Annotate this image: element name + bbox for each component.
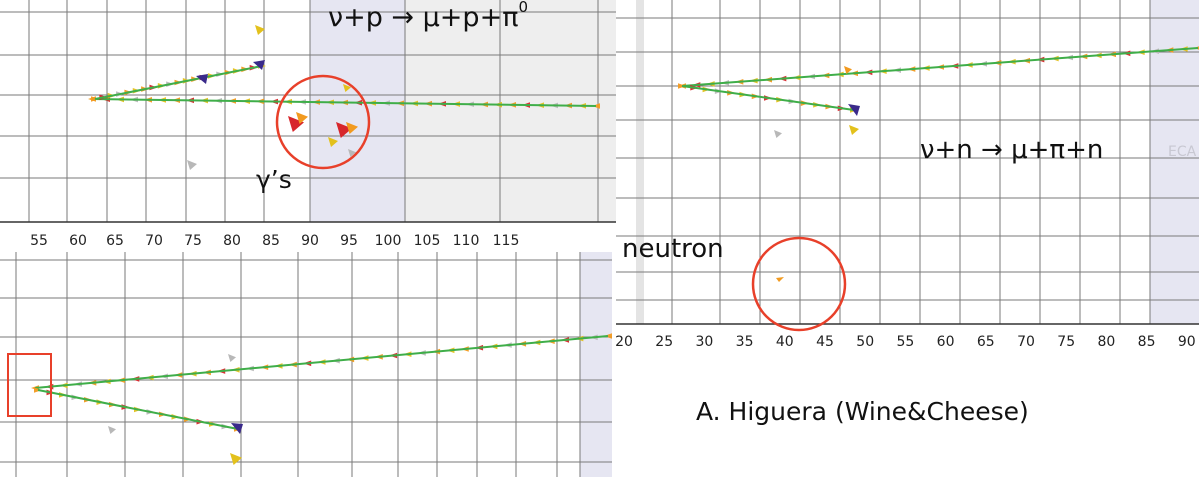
- gamma-hit: [288, 116, 304, 132]
- shaded-region: [1150, 0, 1199, 324]
- detector-hit: [844, 66, 852, 74]
- neutron-label: neutron: [622, 234, 724, 264]
- detector-hit: [253, 60, 265, 70]
- x-tick-label: 45: [816, 334, 834, 350]
- x-tick-label: 20: [616, 334, 633, 350]
- x-tick-label: 55: [896, 334, 914, 350]
- event-display-right: 20 25 30 35 40 45 50 55 60 65 70 75 80 85 90 ECA: [616, 0, 1199, 356]
- detector-hit: [230, 453, 242, 465]
- detector-hit: [849, 125, 859, 135]
- x-tick-label: 115: [493, 233, 520, 249]
- x-tick-label: 90: [301, 233, 319, 249]
- x-tick-label: 105: [414, 233, 441, 249]
- event-display-right-canvas: 20 25 30 35 40 45 50 55 60 65 70 75 80 85 90 ECA: [616, 0, 1199, 350]
- x-tick-label: 60: [69, 233, 87, 249]
- x-tick-label: 70: [1017, 334, 1035, 350]
- x-tick-label: 95: [340, 233, 358, 249]
- detector-hit: [848, 104, 860, 116]
- x-tick-label: 55: [30, 233, 48, 249]
- x-tick-label: 60: [937, 334, 955, 350]
- x-tick-label: 40: [776, 334, 794, 350]
- detector-hit: [348, 149, 356, 157]
- x-tick-label: 100: [375, 233, 402, 249]
- reconstructed-track: [37, 389, 239, 430]
- detector-hit: [108, 426, 116, 434]
- shaded-region: [580, 252, 612, 477]
- reconstructed-track: [34, 335, 609, 389]
- x-tick-label: 70: [145, 233, 163, 249]
- x-tick-label: 110: [453, 233, 480, 249]
- x-tick-label: 80: [223, 233, 241, 249]
- detector-hit: [187, 160, 197, 170]
- detector-hit: [255, 25, 265, 35]
- neutron-highlight-circle: [751, 236, 847, 332]
- reaction-label-right: ν+n → μ+π+n: [920, 135, 1104, 165]
- x-tick-label: 85: [262, 233, 280, 249]
- detector-hit: [231, 423, 243, 434]
- x-tick-label: 65: [977, 334, 995, 350]
- x-tick-label: 80: [1097, 334, 1115, 350]
- gamma-highlight-circle: [275, 74, 371, 170]
- shaded-region: [405, 0, 616, 222]
- x-tick-label: 30: [695, 334, 713, 350]
- x-tick-label: 75: [1057, 334, 1075, 350]
- x-tick-label: 90: [1178, 334, 1196, 350]
- x-tick-label: 35: [736, 334, 754, 350]
- x-tick-label: 25: [655, 334, 673, 350]
- event-display-top-left: 55 60 65 70 75 80 85 90 95 100 105 110 115: [0, 0, 616, 252]
- vertex-highlight-box: [7, 353, 52, 417]
- detector-hit: [196, 74, 208, 84]
- event-display-bottom-left: [0, 252, 612, 477]
- gamma-hit: [328, 137, 338, 147]
- gammas-label: γ’s: [256, 165, 292, 194]
- detector-hit: [228, 354, 236, 362]
- event-display-bottom-left-canvas: [0, 252, 612, 477]
- detector-hit: [774, 130, 782, 138]
- reaction-label-top: ν+p → μ+p+π0: [328, 0, 528, 33]
- x-tick-label: 85: [1138, 334, 1156, 350]
- event-display-top-left-canvas: 55 60 65 70 75 80 85 90 95 100 105 110 115: [0, 0, 616, 249]
- gamma-hit: [336, 122, 352, 138]
- credit-text: A. Higuera (Wine&Cheese): [696, 397, 1029, 426]
- shaded-strip: [636, 0, 644, 324]
- reconstructed-track: [681, 47, 1199, 87]
- reconstructed-track: [681, 85, 855, 111]
- gamma-hit: [346, 122, 358, 134]
- x-tick-label: 50: [856, 334, 874, 350]
- gamma-hit: [296, 112, 308, 124]
- reconstructed-track: [94, 65, 263, 100]
- x-tick-label: 75: [184, 233, 202, 249]
- detector-hit: [343, 84, 351, 92]
- ecal-region-label: ECA: [1168, 144, 1197, 160]
- x-tick-label: 65: [106, 233, 124, 249]
- reconstructed-track: [91, 98, 597, 107]
- shaded-region: [310, 0, 405, 222]
- neutron-hit: [776, 277, 784, 282]
